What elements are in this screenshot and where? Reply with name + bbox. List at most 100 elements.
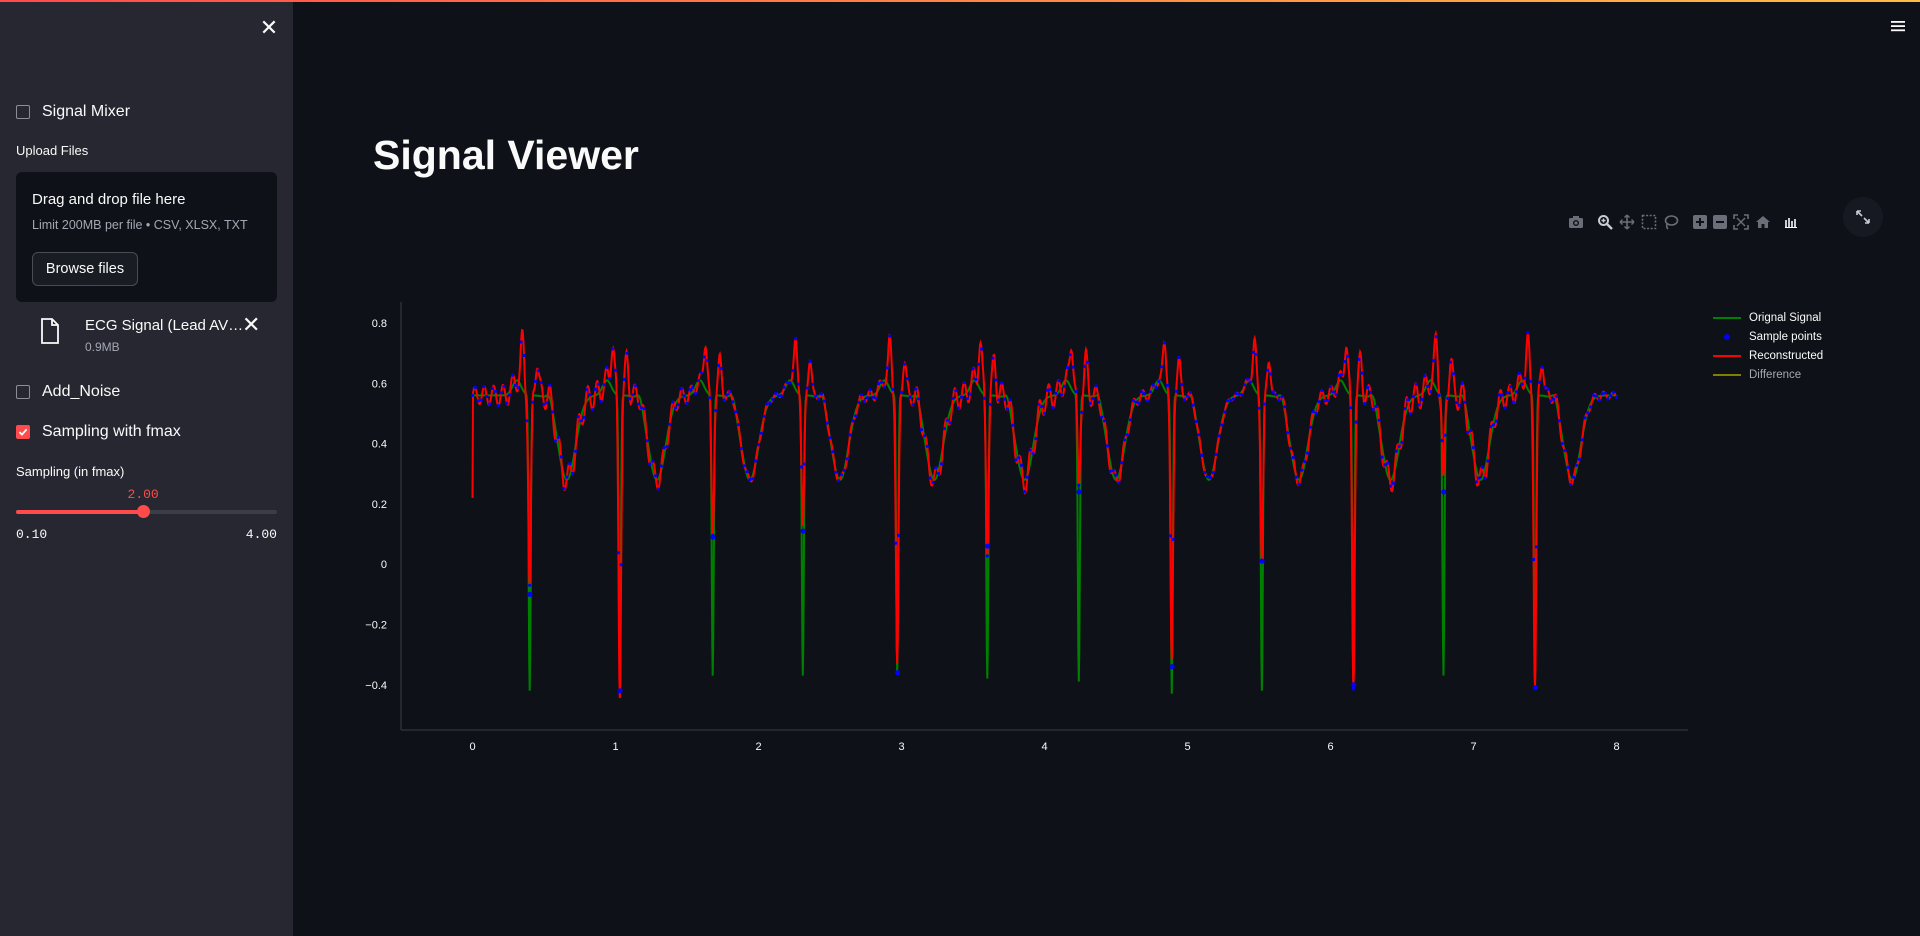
camera-icon[interactable] — [1568, 213, 1584, 231]
page-title: Signal Viewer — [373, 132, 639, 178]
sample-point — [1274, 393, 1278, 397]
sample-point — [1543, 385, 1547, 389]
sample-point — [934, 466, 938, 470]
sample-point — [1134, 400, 1138, 404]
box-select-icon[interactable] — [1641, 213, 1657, 231]
sample-point — [1394, 449, 1398, 453]
menu-icon[interactable] — [1890, 18, 1908, 34]
sample-point — [482, 385, 486, 389]
spikelines-icon[interactable] — [1784, 213, 1798, 231]
legend-original[interactable]: Orignal Signal — [1713, 308, 1873, 327]
sample-point — [702, 355, 706, 359]
checkbox-icon[interactable] — [16, 105, 30, 119]
sample-point — [1203, 470, 1207, 475]
x-tick-label: 7 — [1470, 741, 1476, 753]
sample-point — [1563, 448, 1567, 453]
sample-point — [1534, 545, 1538, 549]
sample-point — [542, 402, 546, 406]
sample-point — [671, 400, 675, 404]
sample-point — [691, 385, 695, 390]
sample-point — [1354, 420, 1358, 424]
x-tick-label: 0 — [469, 741, 475, 753]
sampling-slider[interactable] — [16, 505, 277, 518]
sampling-fmax-label: Sampling with fmax — [42, 423, 181, 440]
sample-point — [633, 384, 638, 388]
fullscreen-button[interactable] — [1843, 197, 1883, 237]
sample-point — [1414, 382, 1418, 386]
sample-point — [493, 389, 497, 393]
sample-point — [619, 563, 623, 567]
zoom-out-icon[interactable] — [1713, 213, 1727, 231]
sample-point — [1589, 405, 1593, 409]
sample-point — [1286, 431, 1290, 435]
sample-point — [811, 382, 815, 386]
sample-point — [1140, 390, 1144, 394]
sample-point — [1165, 383, 1170, 388]
zoom-in-icon[interactable] — [1693, 213, 1707, 231]
sample-point — [1368, 390, 1373, 394]
sample-point — [527, 591, 533, 598]
sample-point — [725, 393, 729, 397]
sample-point — [710, 534, 716, 540]
sample-point — [899, 390, 904, 394]
sample-point — [891, 387, 895, 391]
sample-point — [957, 406, 961, 410]
signal-chart[interactable]: 0 1 2 3 4 5 6 7 8 −0.4 −0.2 0 0.2 0.4 0.6 0.8 — [293, 2, 1920, 936]
home-icon[interactable] — [1755, 213, 1771, 231]
legend-reconstructed[interactable]: Reconstructed — [1713, 346, 1873, 365]
sample-point — [862, 399, 866, 403]
sample-point — [1168, 534, 1172, 538]
sample-point — [1609, 394, 1613, 398]
legend-swatch-difference — [1713, 369, 1741, 381]
sampling-fmax-checkbox[interactable]: Sampling with fmax — [16, 423, 181, 441]
sample-point — [1549, 399, 1553, 403]
sample-point — [1014, 458, 1018, 462]
sample-point — [1371, 407, 1375, 411]
sample-point — [1380, 455, 1384, 459]
sample-point — [742, 464, 746, 468]
sample-point — [982, 396, 987, 400]
sample-point — [1277, 398, 1281, 402]
checkbox-icon[interactable] — [16, 385, 30, 399]
sample-point — [1328, 385, 1333, 389]
sample-point — [1180, 383, 1184, 387]
signal-mixer-checkbox[interactable]: Signal Mixer — [16, 103, 130, 121]
sample-point — [1246, 377, 1250, 381]
pan-icon[interactable] — [1619, 213, 1635, 231]
close-sidebar-icon[interactable]: ✕ — [259, 15, 279, 40]
legend-samples[interactable]: Sample points — [1713, 327, 1873, 346]
sample-point — [1111, 469, 1115, 473]
checkbox-checked-icon[interactable] — [16, 425, 30, 439]
remove-file-icon[interactable]: ✕ — [242, 312, 261, 337]
file-dropzone[interactable]: Drag and drop file here Limit 200MB per … — [16, 172, 277, 302]
browse-files-button[interactable]: Browse files — [32, 252, 138, 286]
sample-point — [613, 368, 618, 372]
sample-point — [699, 371, 703, 375]
sample-point — [1583, 416, 1587, 420]
autoscale-icon[interactable] — [1733, 213, 1749, 231]
sample-point — [819, 392, 824, 396]
sample-point — [1446, 396, 1450, 400]
add-noise-checkbox[interactable]: Add_Noise — [16, 383, 120, 401]
x-tick-label: 2 — [755, 741, 761, 753]
sample-point — [1397, 444, 1401, 448]
sample-point — [488, 402, 492, 406]
zoom-icon[interactable] — [1597, 213, 1613, 231]
sample-point — [1311, 410, 1315, 414]
sample-point — [734, 410, 738, 414]
sample-point — [1031, 451, 1035, 455]
sample-point — [991, 356, 995, 360]
sample-point — [571, 471, 575, 475]
slider-thumb[interactable] — [137, 505, 151, 518]
sample-point — [1037, 402, 1041, 406]
sample-point — [994, 378, 998, 382]
sample-point — [1494, 419, 1498, 423]
sample-point — [1154, 385, 1158, 390]
lasso-icon[interactable] — [1663, 213, 1679, 231]
sample-point — [1060, 393, 1064, 397]
sample-point — [771, 397, 775, 401]
sample-point — [1297, 482, 1301, 487]
legend-difference[interactable]: Difference — [1713, 365, 1873, 384]
top-accent-bar — [0, 0, 1920, 2]
sample-point — [1517, 371, 1521, 376]
